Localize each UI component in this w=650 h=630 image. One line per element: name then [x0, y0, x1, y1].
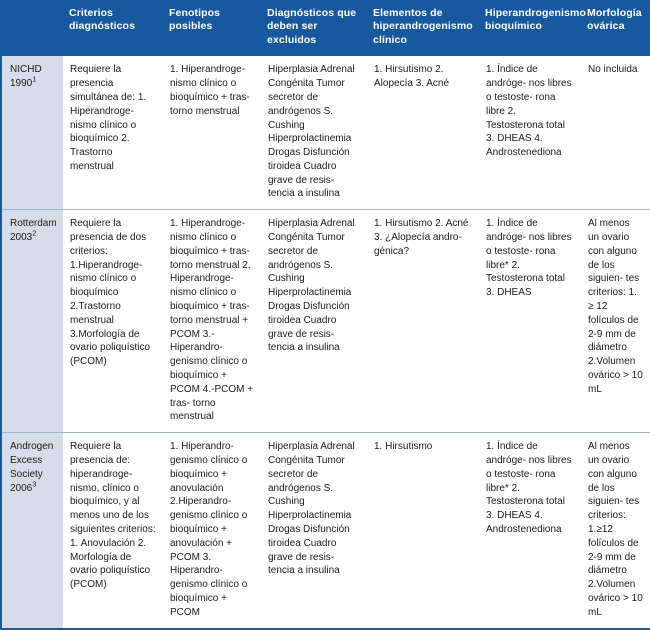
row-label-nichd-1990: NICHD 19901: [1, 56, 63, 210]
cell-diagnosticos-excluidos: Hiperplasia Adrenal Congénita Tumor secr…: [261, 209, 367, 433]
table-row: Androgen Excess Society 20063 Requiere l…: [1, 432, 650, 629]
row-label-text: Androgen Excess Society 2006: [10, 441, 54, 494]
cell-hiperandrogenismo-bioquimico: 1. Índice de andróge- nos libres o testo…: [479, 432, 581, 629]
row-label-footnote: 3: [32, 479, 37, 489]
cell-fenotipos-posibles: 1. Hiperandroge- nismo clínico o bioquím…: [163, 209, 261, 433]
cell-diagnosticos-excluidos: Hiperplasia Adrenal Congénita Tumor secr…: [261, 56, 367, 210]
row-label-rotterdam-2003: Rotterdam 20032: [1, 209, 63, 433]
row-label-text: NICHD 1990: [10, 64, 42, 90]
cell-fenotipos-posibles: 1. Hiperandroge- nismo clínico o bioquím…: [163, 56, 261, 210]
column-header-criterios-diagnosticos: Criterios diagnósticos: [63, 0, 163, 57]
column-header-morfologia-ovarica: Morfología ovárica: [581, 0, 650, 57]
row-label-footnote: 2: [32, 228, 37, 238]
cell-hiperandrogenismo-clinico: 1. Hirsutismo 2. Acné 3. ¿Alopecía andro…: [367, 209, 479, 433]
cell-morfologia-ovarica: Al menos un ovario con alguno de los sig…: [581, 209, 650, 433]
cell-criterios-diagnosticos: Requiere la presencia simultánea de: 1. …: [63, 56, 163, 210]
column-header-consensus: [1, 0, 63, 57]
column-header-hiperandrogenismo-bioquimico: Hiperandrogenismo bioquímico: [479, 0, 586, 57]
cell-criterios-diagnosticos: Requiere la presencia de: hiperandroge- …: [63, 432, 163, 629]
row-label-text: Rotterdam 2003: [10, 218, 57, 244]
cell-morfologia-ovarica: Al menos un ovario con alguno de los sig…: [581, 432, 650, 629]
column-header-diagnosticos-excluidos: Diagnósticos que deben ser excluidos: [261, 0, 367, 57]
table-header-row: Criterios diagnósticos Fenotipos posible…: [1, 0, 650, 57]
table-row: NICHD 19901 Requiere la presencia simult…: [1, 56, 650, 210]
cell-hiperandrogenismo-clinico: 1. Hirsutismo 2. Alopecía 3. Acné: [367, 56, 479, 210]
table-header: Criterios diagnósticos Fenotipos posible…: [1, 0, 650, 57]
cell-hiperandrogenismo-bioquimico: 1. Índice de andróge- nos libres o testo…: [479, 56, 581, 210]
column-header-fenotipos-posibles: Fenotipos posibles: [163, 0, 261, 57]
cell-criterios-diagnosticos: Requiere la presencia de dos criterios: …: [63, 209, 163, 433]
cell-hiperandrogenismo-bioquimico: 1. Índice de andróge- nos libres o testo…: [479, 209, 581, 433]
table-row: Rotterdam 20032 Requiere la presencia de…: [1, 209, 650, 433]
cell-fenotipos-posibles: 1. Hiperandro- genismo clínico o bioquím…: [163, 432, 261, 629]
row-label-androgen-excess-society-2006: Androgen Excess Society 20063: [1, 432, 63, 629]
cell-morfologia-ovarica: No incluida: [581, 56, 650, 210]
cell-hiperandrogenismo-clinico: 1. Hirsutismo: [367, 432, 479, 629]
column-header-hiperandrogenismo-clinico: Elementos de hiperandrogenismo clínico: [367, 0, 479, 57]
cell-diagnosticos-excluidos: Hiperplasia Adrenal Congénita Tumor secr…: [261, 432, 367, 629]
row-label-footnote: 1: [32, 74, 37, 84]
table-body: NICHD 19901 Requiere la presencia simult…: [1, 56, 650, 629]
